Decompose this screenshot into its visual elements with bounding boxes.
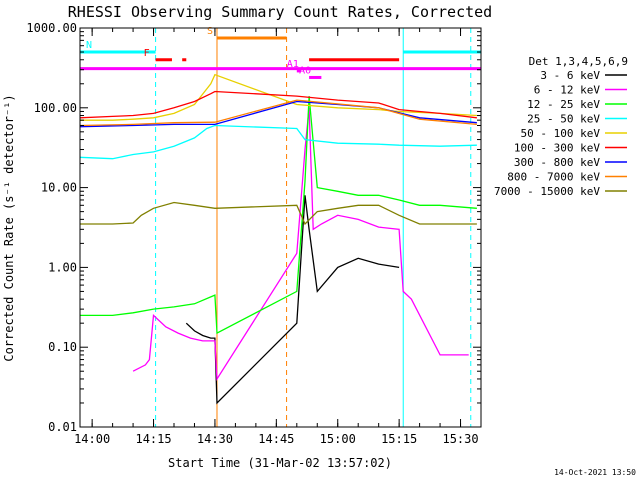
x-tick-label: 14:45 xyxy=(258,432,294,446)
y-tick-label: 100.00 xyxy=(34,101,77,115)
flag-label: F xyxy=(144,48,150,59)
y-axis-label: Corrected Count Rate (s⁻¹ detector⁻¹) xyxy=(2,94,16,361)
chart-title: RHESSI Observing Summary Count Rates, Co… xyxy=(68,3,492,21)
plot-frame xyxy=(79,27,482,428)
legend-entry: 7000 - 15000 keV xyxy=(494,185,600,198)
y-tick-label: 0.10 xyxy=(48,340,77,354)
legend-title: Det 1,3,4,5,6,9 xyxy=(529,55,628,68)
legend-entry: 12 - 25 keV xyxy=(527,98,600,111)
x-tick-label: 14:30 xyxy=(197,432,233,446)
series-line xyxy=(80,73,477,121)
footer-date: 14-Oct-2021 13:50 xyxy=(554,468,636,477)
series-line xyxy=(79,90,477,119)
flag-label: N xyxy=(86,40,92,51)
y-tick-label: 1.00 xyxy=(48,260,77,274)
x-axis: 14:00 14:15 14:30 14:45 15:00 15:15 15:30 xyxy=(74,28,482,446)
x-tick-label: 15:00 xyxy=(320,432,356,446)
x-tick-label: 15:30 xyxy=(442,432,478,446)
flag-label: A1 xyxy=(287,59,299,70)
x-axis-label: Start Time (31-Mar-02 13:57:02) xyxy=(168,456,392,470)
x-tick-label: 15:15 xyxy=(381,432,417,446)
y-axis: 0.01 0.10 1.00 10.00 100.00 1000.00 xyxy=(26,21,481,434)
y-tick-label: 0.01 xyxy=(48,420,77,434)
series-line xyxy=(80,201,477,226)
legend-entry: 100 - 300 keV xyxy=(514,142,600,155)
y-tick-label: 10.00 xyxy=(41,181,77,195)
series-line xyxy=(79,124,477,160)
legend-entry: 50 - 100 keV xyxy=(521,127,601,140)
series-line xyxy=(132,107,469,382)
legend-entry: 6 - 12 keV xyxy=(534,84,601,97)
legend-entry: 300 - 800 keV xyxy=(514,156,600,169)
legend-entry: 25 - 50 keV xyxy=(527,113,600,126)
x-tick-label: 14:15 xyxy=(135,432,171,446)
series-line xyxy=(79,99,477,127)
series-line xyxy=(80,96,477,335)
legend-entry: 3 - 6 keV xyxy=(540,69,600,82)
legend-entry: 800 - 7000 keV xyxy=(507,171,600,184)
series-line xyxy=(79,100,477,128)
series-line xyxy=(185,195,400,405)
flag-label: S xyxy=(207,26,213,37)
y-tick-label: 1000.00 xyxy=(26,21,77,35)
flag-label: A0 xyxy=(299,65,311,76)
x-tick-label: 14:00 xyxy=(74,432,110,446)
